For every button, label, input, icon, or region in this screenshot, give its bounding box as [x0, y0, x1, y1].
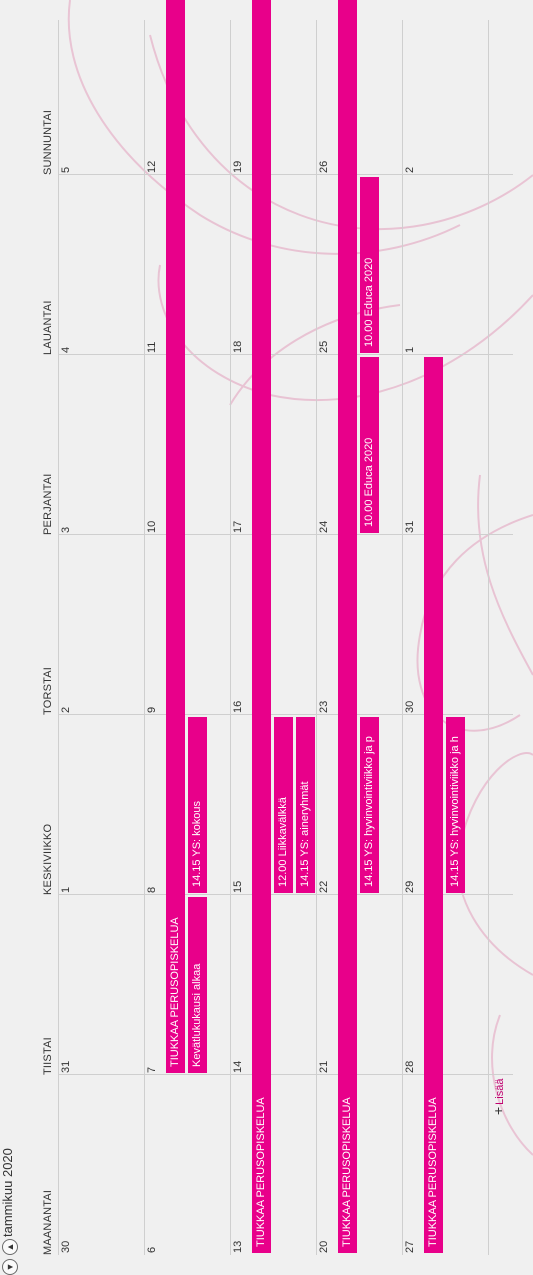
calendar-event[interactable]: 12.00 Liikkavälkkä [274, 717, 293, 893]
grid-row-line [402, 20, 403, 1255]
weekday-label: MAANANTAI [42, 1189, 54, 1255]
day-number[interactable]: 5 [60, 166, 72, 173]
day-number[interactable]: 21 [318, 1060, 330, 1073]
day-number[interactable]: 27 [404, 1240, 416, 1253]
plus-icon: + [490, 1106, 506, 1115]
day-number[interactable]: 30 [60, 1240, 72, 1253]
day-number[interactable]: 29 [404, 880, 416, 893]
grid-column-line [58, 714, 513, 715]
weekday-label: PERJANTAI [42, 473, 54, 536]
day-number[interactable]: 16 [232, 700, 244, 713]
weekday-label: LAUANTAI [42, 300, 54, 355]
grid-column-line [58, 354, 513, 355]
weekday-label: TIISTAI [42, 1037, 54, 1075]
grid-row-line [230, 20, 231, 1255]
calendar-event[interactable]: TIUKKAA PERUSOPISKELUA [338, 0, 357, 1253]
calendar-event[interactable]: Kevätlukukausi alkaa [188, 897, 207, 1073]
grid-row-line [316, 20, 317, 1255]
weekday-label: TORSTAI [42, 666, 54, 715]
arrow-down-circle-icon: ▼ [5, 1262, 15, 1272]
arrow-up-circle-icon: ▲ [5, 1242, 15, 1252]
grid-row-line [144, 20, 145, 1255]
day-number[interactable]: 20 [318, 1240, 330, 1253]
grid-column-line [58, 1074, 513, 1075]
calendar-event[interactable]: 14.15 YS: hyvinvointiviikko ja h [446, 717, 465, 893]
day-number[interactable]: 6 [146, 1246, 158, 1253]
day-number[interactable]: 28 [404, 1060, 416, 1073]
calendar-event[interactable]: TIUKKAA PERUSOPISKELUA [424, 357, 443, 1253]
day-number[interactable]: 2 [404, 166, 416, 173]
month-title: tammikuu 2020 [0, 1148, 15, 1237]
day-number[interactable]: 19 [232, 160, 244, 173]
day-number[interactable]: 22 [318, 880, 330, 893]
day-number[interactable]: 25 [318, 340, 330, 353]
calendar-event[interactable]: 10.00 Educa 2020 [360, 357, 379, 533]
day-number[interactable]: 11 [146, 341, 158, 353]
weekday-label: SUNNUNTAI [42, 109, 54, 175]
prev-month-button[interactable]: ▲ [2, 1239, 18, 1255]
grid-column-line [58, 174, 513, 175]
day-number[interactable]: 1 [404, 346, 416, 353]
calendar-header: ▼ ▲ tammikuu 2020 [0, 0, 40, 1275]
grid-row-line [488, 20, 489, 1255]
day-number[interactable]: 8 [146, 886, 158, 893]
day-number[interactable]: 14 [232, 1060, 244, 1073]
day-number[interactable]: 3 [60, 526, 72, 533]
day-number[interactable]: 30 [404, 700, 416, 713]
day-number[interactable]: 17 [232, 520, 244, 533]
calendar-event[interactable]: TIUKKAA PERUSOPISKELUA [166, 0, 185, 1073]
day-number[interactable]: 15 [232, 880, 244, 893]
grid-column-line [58, 894, 513, 895]
calendar-event[interactable]: 14.15 YS: aineryhmät [296, 717, 315, 893]
day-number[interactable]: 2 [60, 706, 72, 713]
day-number[interactable]: 7 [146, 1066, 158, 1073]
day-number[interactable]: 4 [60, 346, 72, 353]
add-event-link[interactable]: +Lisää [490, 1079, 506, 1115]
day-number[interactable]: 26 [318, 160, 330, 173]
day-number[interactable]: 23 [318, 700, 330, 713]
calendar-event[interactable]: 14.15 YS: hyvinvointiviikko ja p [360, 717, 379, 893]
day-number[interactable]: 12 [146, 160, 158, 173]
next-month-button[interactable]: ▼ [2, 1259, 18, 1275]
day-number[interactable]: 31 [404, 520, 416, 533]
day-number[interactable]: 1 [60, 886, 72, 893]
day-number[interactable]: 24 [318, 520, 330, 533]
weekday-label: KESKIVIIKKO [42, 823, 54, 895]
calendar-event[interactable]: 14.15 YS: kokous [188, 717, 207, 893]
grid-column-line [58, 534, 513, 535]
add-event-label: Lisää [494, 1078, 506, 1105]
grid-row-line [58, 20, 59, 1255]
day-number[interactable]: 31 [60, 1060, 72, 1073]
calendar-event[interactable]: 10.00 Educa 2020 [360, 177, 379, 353]
day-number[interactable]: 13 [232, 1240, 244, 1253]
day-number[interactable]: 9 [146, 706, 158, 713]
day-number[interactable]: 18 [232, 340, 244, 353]
calendar-event[interactable]: TIUKKAA PERUSOPISKELUA [252, 0, 271, 1253]
day-number[interactable]: 10 [146, 520, 158, 533]
